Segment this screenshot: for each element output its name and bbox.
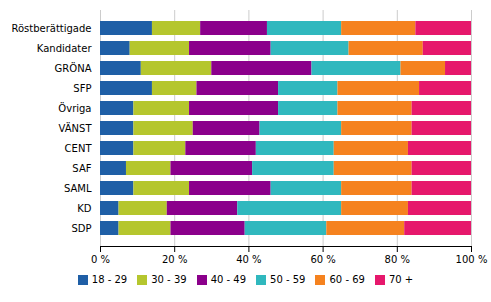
svg-text:SDP: SDP bbox=[71, 223, 91, 234]
svg-text:60 %: 60 % bbox=[310, 254, 335, 265]
svg-text:Övriga: Övriga bbox=[58, 102, 91, 114]
html-text:60 - 69: 60 - 69 bbox=[329, 274, 365, 285]
svg-text:SAML: SAML bbox=[64, 183, 92, 194]
svg-text:SAF: SAF bbox=[72, 163, 91, 174]
svg-text:0 %: 0 % bbox=[91, 254, 110, 265]
html-text:70 +: 70 + bbox=[388, 274, 414, 285]
html-text:18 - 29: 18 - 29 bbox=[91, 274, 128, 285]
svg-text:SFP: SFP bbox=[73, 83, 91, 94]
svg-text:VÄNST: VÄNST bbox=[59, 122, 93, 134]
svg-text:80 %: 80 % bbox=[385, 254, 410, 265]
html-text:50 - 59: 50 - 59 bbox=[270, 274, 306, 285]
html-text:30 - 39: 30 - 39 bbox=[151, 274, 187, 285]
html-text:40 - 49: 40 - 49 bbox=[210, 274, 247, 285]
svg-text:Kandidater: Kandidater bbox=[37, 43, 93, 54]
svg-text:100 %: 100 % bbox=[456, 254, 488, 265]
svg-text:GRÖNA: GRÖNA bbox=[55, 62, 92, 74]
svg-text:40 %: 40 % bbox=[236, 254, 261, 265]
svg-text:KD: KD bbox=[77, 203, 92, 214]
svg-text:CENT: CENT bbox=[65, 143, 93, 154]
svg-text:Röstberättigade: Röstberättigade bbox=[11, 23, 91, 34]
svg-text:20 %: 20 % bbox=[162, 254, 187, 265]
